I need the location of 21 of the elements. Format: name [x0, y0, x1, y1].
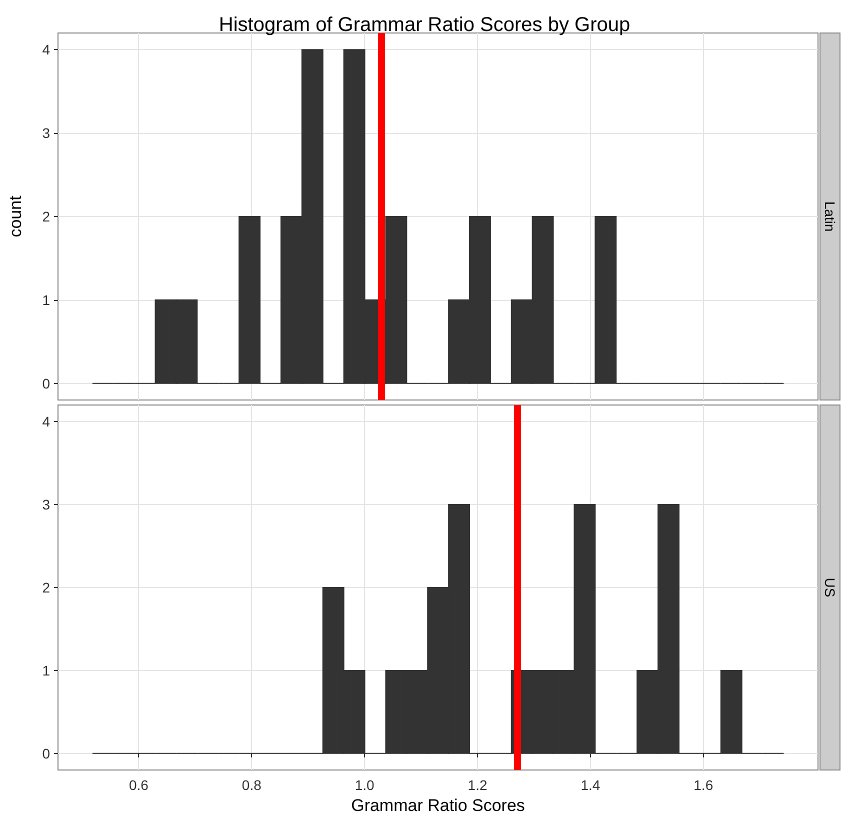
x-tick-label: 1.4 — [580, 777, 600, 793]
text: Latin — [822, 201, 838, 232]
y-tick-label: 2 — [42, 208, 50, 224]
y-tick-label: 3 — [42, 125, 50, 142]
y-tick-label: 2 — [42, 580, 50, 596]
x-tick-label: 0.6 — [129, 777, 149, 793]
x-tick-label: 1.2 — [468, 777, 488, 793]
x-tick-label: 1.0 — [354, 777, 375, 793]
x-tick-label: 1.6 — [694, 777, 714, 793]
y-tick-label: 1 — [42, 292, 50, 308]
y-axis-title: count — [6, 195, 25, 238]
text: US — [822, 578, 838, 598]
x-axis-title: Grammar Ratio Scores — [351, 796, 525, 815]
chart-title: Histogram of Grammar Ratio Scores by Group — [218, 14, 630, 36]
y-tick-label: 0 — [42, 375, 50, 392]
x-tick-label: 0.8 — [242, 777, 262, 793]
y-tick-label: 4 — [42, 42, 50, 58]
y-tick-label: 0 — [42, 745, 50, 762]
y-tick-label: 3 — [42, 496, 50, 513]
y-tick-label: 1 — [42, 662, 50, 678]
y-tick-label: 4 — [42, 414, 50, 430]
